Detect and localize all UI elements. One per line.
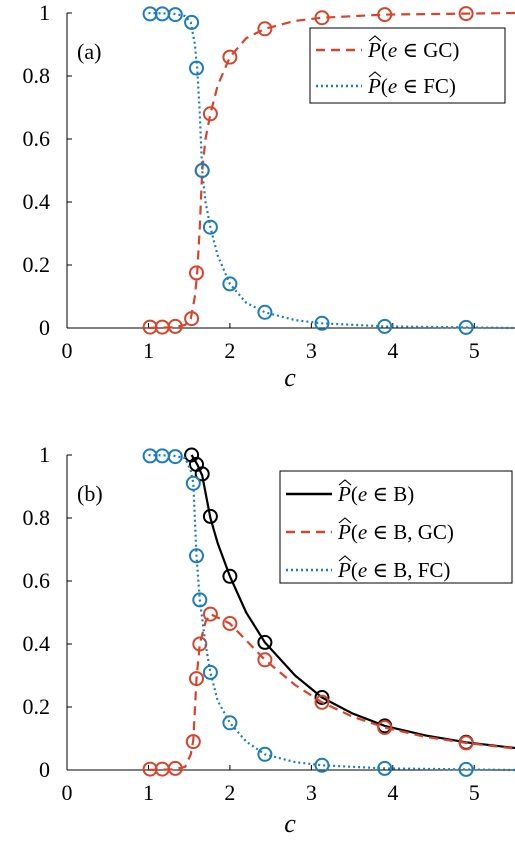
data-point-b	[202, 508, 218, 524]
data-point-fc	[154, 6, 170, 22]
data-point-bgc	[189, 671, 204, 687]
series-line-b	[190, 454, 515, 750]
data-point-bfc	[167, 449, 183, 465]
data-point-bfc	[222, 715, 238, 731]
data-point-fc	[458, 319, 474, 335]
data-point-gc	[202, 106, 218, 122]
y-tick-label: 0.2	[23, 252, 51, 277]
x-tick-label: 2	[224, 780, 235, 805]
data-point-bgc	[202, 606, 218, 622]
data-point-fc	[257, 304, 273, 320]
data-point-fc	[202, 219, 218, 235]
data-point-bfc	[189, 548, 204, 564]
data-point-fc	[222, 276, 238, 292]
x-tick-label: 0	[62, 338, 73, 363]
panel-label: (b)	[77, 481, 103, 506]
y-tick-label: 1	[39, 0, 50, 25]
data-point-gc	[167, 318, 183, 334]
chart-panel-b: 0 0.2 0.4 0.6 0.8 1 0 1 2 3 4 5 c (b) P(e ∈ B) P(e ∈ B,…	[23, 442, 515, 838]
legend-hat	[338, 555, 352, 562]
legend-hat	[368, 35, 382, 42]
data-point-fc	[194, 163, 210, 178]
x-tick-label: 3	[306, 338, 317, 363]
data-point-bfc	[202, 664, 218, 680]
data-point-gc	[184, 311, 200, 327]
data-point-b	[314, 690, 330, 705]
legend-label-bgc: P(e ∈ B, GC)	[337, 520, 454, 544]
data-point-bfc	[314, 757, 330, 773]
panel-label: (a)	[77, 39, 101, 64]
x-tick-label: 3	[306, 780, 317, 805]
legend-label-fc: P(e ∈ FC)	[367, 74, 456, 98]
y-tick-label: 0.6	[23, 568, 51, 593]
y-tick-label: 0.8	[23, 505, 51, 530]
data-point-bgc	[167, 760, 183, 776]
data-point-fc	[167, 7, 183, 23]
data-point-bfc	[192, 592, 208, 608]
series-line-fc	[148, 11, 515, 330]
data-point-fc	[314, 315, 330, 331]
data-point-bgc	[185, 734, 201, 750]
data-point-bfc	[154, 448, 170, 464]
y-tick-label: 0.4	[23, 631, 51, 656]
data-point-b	[222, 568, 238, 584]
legend-box	[309, 27, 506, 104]
y-tick-label: 0.4	[23, 189, 51, 214]
data-point-bfc	[458, 761, 474, 777]
x-tick-label: 0	[62, 780, 73, 805]
y-tick-label: 0.8	[23, 63, 51, 88]
data-point-bgc	[257, 652, 273, 668]
data-point-fc	[377, 318, 393, 334]
x-tick-label: 5	[469, 338, 480, 363]
data-point-fc	[184, 14, 200, 30]
data-point-gc	[222, 49, 238, 65]
data-point-bfc	[185, 475, 201, 491]
data-point-bgc	[192, 636, 208, 652]
legend-label-bfc: P(e ∈ B, FC)	[337, 558, 450, 582]
x-axis-label: c	[284, 363, 296, 392]
x-tick-label: 2	[224, 338, 235, 363]
data-point-bfc	[377, 760, 393, 776]
data-point-gc	[458, 6, 474, 22]
data-point-bgc	[222, 616, 238, 631]
y-tick-label: 0	[39, 757, 50, 782]
legend-label-b: P(e ∈ B)	[337, 482, 414, 506]
y-tick-label: 0.2	[23, 694, 51, 719]
data-point-b	[257, 634, 273, 650]
chart-panel-a: 0 0.2 0.4 0.6 0.8 1 0 1 2 3 4 5 c (a) P(e ∈ GC) P(e ∈ F…	[23, 0, 515, 392]
legend-hat	[368, 71, 382, 78]
legend: P(e ∈ B) P(e ∈ B, GC) P(e ∈ B, FC)	[279, 470, 513, 584]
y-tick-label: 1	[39, 442, 50, 467]
x-tick-label: 4	[387, 780, 398, 805]
data-point-bgc	[377, 720, 393, 735]
x-tick-label: 1	[143, 338, 154, 363]
x-axis-label: c	[284, 809, 296, 838]
y-tick-label: 0	[39, 315, 50, 340]
legend-label-gc: P(e ∈ GC)	[367, 38, 459, 62]
series-line-gc	[148, 11, 515, 330]
legend-hat	[338, 479, 352, 486]
x-tick-label: 1	[143, 780, 154, 805]
data-point-bgc	[458, 735, 474, 751]
x-tick-label: 5	[469, 780, 480, 805]
data-point-gc	[314, 10, 330, 26]
data-point-b	[194, 466, 210, 482]
legend: P(e ∈ GC) P(e ∈ FC)	[309, 27, 506, 104]
data-point-bgc	[314, 694, 330, 710]
data-point-fc	[189, 60, 204, 76]
data-point-gc	[257, 21, 273, 37]
data-point-bfc	[257, 746, 273, 762]
y-tick-label: 0.6	[23, 126, 51, 151]
legend-hat	[338, 517, 352, 524]
legend-box	[279, 470, 513, 584]
x-tick-label: 4	[387, 338, 398, 363]
data-point-gc	[189, 265, 204, 281]
data-point-gc	[377, 7, 393, 23]
